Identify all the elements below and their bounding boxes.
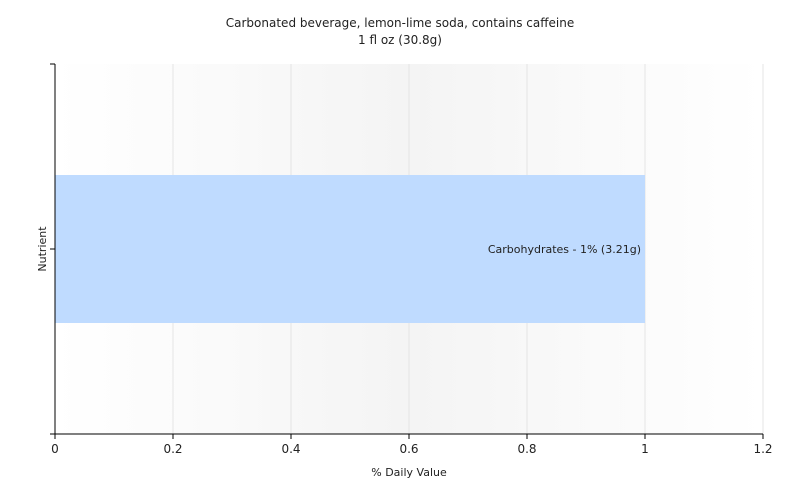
x-tick-label: 0.2 [163, 442, 182, 456]
x-tick-label: 1 [641, 442, 649, 456]
y-axis-label: Nutrient [36, 226, 49, 272]
x-tick-label: 0.4 [281, 442, 300, 456]
axes [50, 63, 764, 439]
x-tick-label: 0 [51, 442, 59, 456]
x-tick-labels: 0 0.2 0.4 0.6 0.8 1 1.2 [51, 442, 772, 456]
bar-label: Carbohydrates - 1% (3.21g) [488, 243, 641, 256]
x-tick-label: 0.6 [399, 442, 418, 456]
bar [55, 175, 645, 323]
chart-subtitle: 1 fl oz (30.8g) [358, 33, 442, 47]
chart-title: Carbonated beverage, lemon-lime soda, co… [225, 16, 575, 30]
bars: Carbohydrates - 1% (3.21g) [55, 175, 645, 323]
x-axis-label: % Daily Value [371, 466, 447, 479]
x-tick-label: 0.8 [517, 442, 536, 456]
x-tick-label: 1.2 [753, 442, 772, 456]
